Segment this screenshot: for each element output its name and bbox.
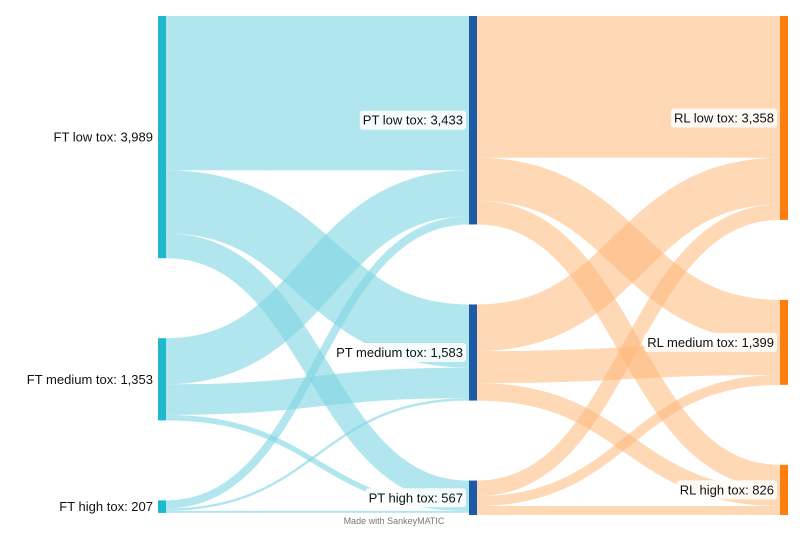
node-label-ft-med: FT medium tox: 1,353 [27,372,153,387]
node-ft-med [158,338,166,421]
node-label-rl-med: RL medium tox: 1,399 [647,335,774,350]
flow-pt-high-to-rl-med [476,374,781,506]
node-pt-low [469,16,477,225]
node-rl-med [780,299,788,385]
node-pt-med [469,304,477,401]
node-label-rl-high: RL high tox: 826 [680,482,774,497]
node-label-pt-low: PT low tox: 3,433 [363,113,463,128]
node-label-bg-pt-high [365,488,466,508]
node-label-bg-pt-med [333,343,466,363]
flows-layer [165,15,781,515]
node-label-bg-rl-low [671,108,777,128]
flow-pt-high-to-rl-low [476,204,781,497]
node-label-pt-high: PT high tox: 567 [369,490,463,505]
flow-ft-high-to-pt-med [165,398,470,511]
node-label-bg-rl-high [676,480,777,500]
flow-ft-med-to-pt-med [165,367,470,415]
flow-ft-med-to-pt-low [165,170,470,385]
node-label-ft-low: FT low tox: 3,989 [54,130,153,145]
node-rl-high [780,464,788,515]
node-label-bg-rl-med [644,332,777,352]
node-rl-low [780,16,788,220]
node-pt-high [469,480,477,515]
node-label-rl-low: RL low tox: 3,358 [674,110,774,125]
node-ft-high [158,500,166,513]
node-ft-low [158,16,166,259]
flow-pt-med-to-rl-low [476,157,781,352]
labels-layer: FT low tox: 3,989 FT medium tox: 1,353 FT … [27,108,777,514]
node-label-pt-med: PT medium tox: 1,583 [336,345,463,360]
credit-text: Made with SankeyMATIC [344,516,445,526]
node-label-ft-high: FT high tox: 207 [59,499,153,514]
node-label-bg-pt-low [359,110,466,130]
flow-ft-high-to-pt-low [165,216,470,509]
nodes-layer [158,16,788,515]
